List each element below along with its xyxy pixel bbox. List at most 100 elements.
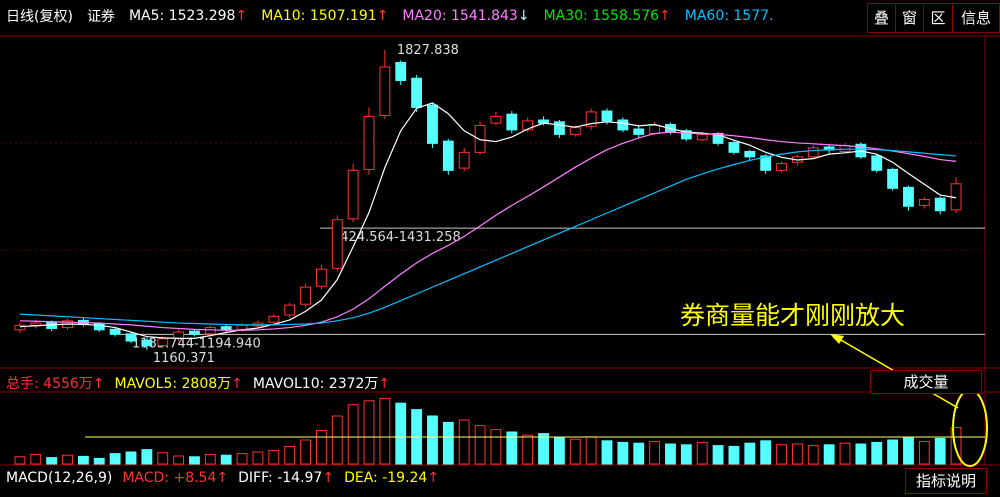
annotation-arrowhead <box>830 334 844 344</box>
candle-body <box>379 66 391 117</box>
candle-body <box>363 115 375 170</box>
volume-bar <box>585 436 597 465</box>
volume-bar <box>617 441 629 465</box>
trend-arrow: ↑ <box>235 8 248 24</box>
volume-bar <box>458 419 470 465</box>
candle-body <box>458 151 470 169</box>
volume-bar <box>807 445 819 465</box>
candle-body <box>109 328 121 335</box>
volume-bar <box>553 437 565 465</box>
candle-body <box>204 327 216 335</box>
volume-bar <box>93 457 105 465</box>
indicator-button[interactable]: 成交量 <box>870 370 982 394</box>
candle-body <box>506 113 518 131</box>
indicator: 总手: 4556万↑ <box>6 373 105 393</box>
trend-arrow: ↑ <box>378 376 391 392</box>
candle-body <box>522 120 534 131</box>
candle-body <box>14 324 26 331</box>
indicator: MA10: 1507.191↑ <box>261 8 388 24</box>
volume-bar <box>173 455 185 465</box>
trend-arrow: ↑ <box>216 470 229 486</box>
volume-bar <box>871 441 883 465</box>
volume-bar <box>855 443 867 465</box>
volume-bar <box>506 431 518 465</box>
toolbar-button[interactable]: 叠 <box>867 3 896 33</box>
volume-bar <box>760 440 772 465</box>
indicator: MA5: 1523.298↑ <box>129 8 247 24</box>
indicator-label: MA60: 1577. <box>684 8 774 24</box>
indicator: MA20: 1541.843↓ <box>402 8 529 24</box>
toolbar-button[interactable]: 信息 <box>952 3 1000 33</box>
low-label: 1160.371 <box>153 351 215 366</box>
volume-bar <box>728 445 740 465</box>
candle-body <box>728 141 740 153</box>
candle-body <box>442 140 454 171</box>
trend-arrow: ↑ <box>322 470 335 486</box>
volume-bar <box>427 415 438 465</box>
volume-bar <box>791 443 803 465</box>
stock-name: 证券 <box>86 9 115 25</box>
high-label: 1827.838 <box>397 43 459 58</box>
indicator-label: MA30: 1558.576 <box>543 8 660 24</box>
toolbar-button[interactable]: 区 <box>923 3 953 33</box>
indicator-label: MA10: 1507.191 <box>261 8 377 24</box>
candle-body <box>569 127 581 135</box>
volume-bar <box>823 444 835 465</box>
indicator: MA30: 1558.576↑ <box>544 8 671 24</box>
volume-bar <box>252 451 264 465</box>
candle-body <box>649 124 661 134</box>
candle-body <box>760 155 772 171</box>
volume-bar <box>474 425 486 465</box>
trend-arrow: ↓ <box>517 8 530 24</box>
candle-body <box>236 324 248 330</box>
volume-bar <box>77 455 89 465</box>
volume-bar <box>14 456 26 465</box>
indicator-label: MA20: 1541.843 <box>402 8 518 24</box>
candle-body <box>395 62 407 81</box>
volume-bar <box>141 449 153 465</box>
indicator-label: MAVOL5: 2808万 <box>114 376 232 392</box>
candle-body <box>347 169 359 220</box>
volume-bar <box>903 437 914 465</box>
candle-body <box>633 128 645 135</box>
indicator-label: MACD: +8.54 <box>122 470 217 486</box>
candle-body <box>696 133 708 141</box>
volume-bar <box>30 453 42 465</box>
candle-body <box>268 315 280 323</box>
indicator: MACD: +8.54↑ <box>122 470 228 486</box>
candle-body <box>887 168 899 189</box>
ma-line <box>19 131 957 331</box>
indicator-button[interactable]: 指标说明 <box>905 468 987 494</box>
period: 日线(复权) <box>6 9 73 25</box>
volume-bar <box>776 444 787 465</box>
volume-bar <box>189 456 200 465</box>
candle-body <box>776 163 787 171</box>
volume-bar <box>934 437 946 465</box>
candle-body <box>490 115 502 124</box>
indicator-label: MA5: 1523.298 <box>128 8 236 24</box>
candle-body <box>284 304 296 316</box>
candle-body <box>553 121 565 135</box>
volume-bar <box>712 445 724 465</box>
candle-body <box>712 132 724 144</box>
indicator-label: DIFF: -14.97 <box>238 470 323 486</box>
indicator-label: MACD(12,26,9) <box>6 470 113 486</box>
candle-body <box>807 147 819 158</box>
volume-bar <box>522 434 534 465</box>
candle-body <box>617 119 629 131</box>
volume-bar <box>363 400 375 465</box>
candle-body <box>141 339 153 347</box>
candle-body <box>300 286 311 305</box>
trend-arrow: ↑ <box>231 376 243 392</box>
volume-bar <box>490 429 502 465</box>
macd-header: MACD(12,26,9) MACD: +8.54↑ DIFF: -14.97↑ DE… <box>6 470 439 486</box>
ma-line <box>19 148 957 326</box>
candle-body <box>125 333 137 342</box>
candle-body <box>934 197 946 212</box>
volume-bar <box>918 441 930 465</box>
volume-bar <box>744 442 756 465</box>
candle-body <box>744 150 756 158</box>
trend-arrow: ↑ <box>376 8 389 24</box>
toolbar-button[interactable]: 窗 <box>895 3 924 33</box>
